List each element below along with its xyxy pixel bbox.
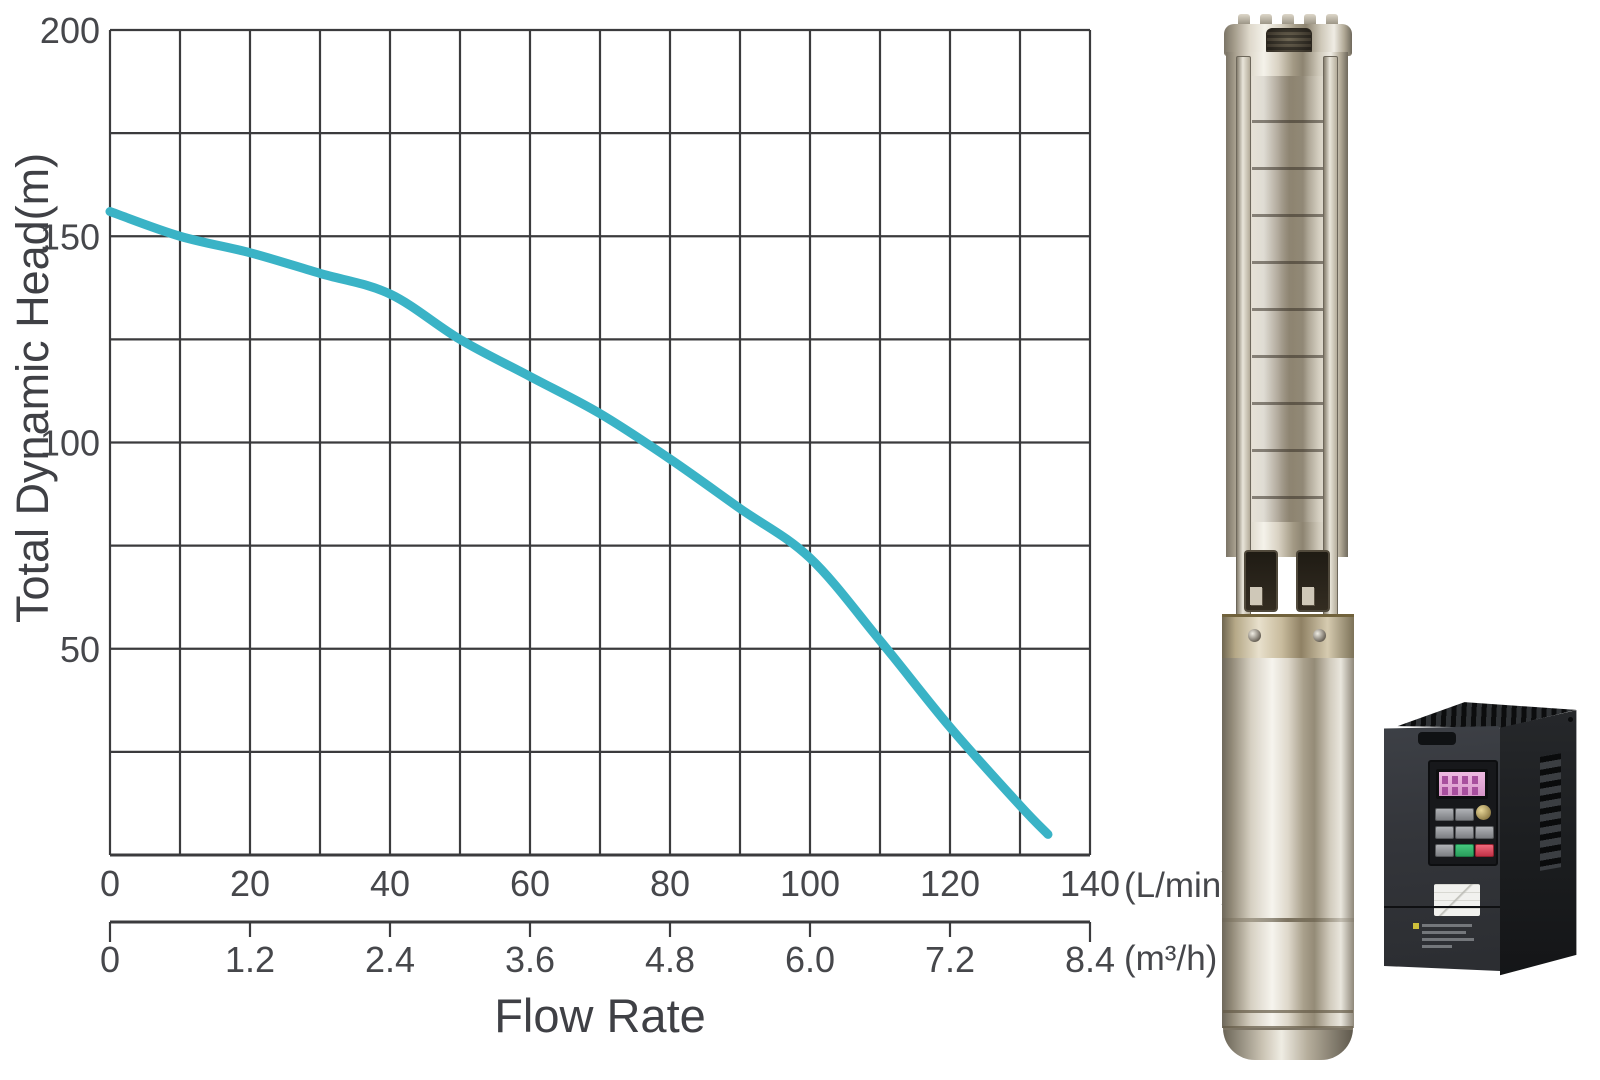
pump-base-ring <box>1223 1026 1353 1029</box>
submersible-pump-photo <box>1222 14 1354 1060</box>
pump-motor-body <box>1222 658 1354 1028</box>
x-axis-title: Flow Rate <box>494 989 706 1042</box>
svg-text:7.2: 7.2 <box>925 939 975 980</box>
y-axis-title: Total Dynamic Head(m) <box>7 152 58 624</box>
pump-intake-window-left <box>1244 550 1278 612</box>
pump-base-ring <box>1223 1010 1353 1013</box>
vfd-controller-photo <box>1380 698 1592 990</box>
vfd-run-button <box>1455 844 1474 857</box>
pump-base-cap <box>1223 1028 1353 1060</box>
svg-text:80: 80 <box>650 863 690 904</box>
svg-text:6.0: 6.0 <box>785 939 835 980</box>
svg-text:1.2: 1.2 <box>225 939 275 980</box>
pump-cable-guard-right <box>1323 56 1338 618</box>
vfd-key-button <box>1475 826 1494 839</box>
svg-text:4.8: 4.8 <box>645 939 695 980</box>
vfd-text-line <box>1413 923 1472 929</box>
vfd-knob <box>1476 805 1491 820</box>
vfd-keypad-panel <box>1428 760 1498 866</box>
svg-text:0: 0 <box>100 863 120 904</box>
vfd-text-line <box>1422 945 1452 948</box>
svg-text:3.6: 3.6 <box>505 939 555 980</box>
pump-performance-chart: 50 100 150 200 0 20 40 60 80 100 120 140 0 1.2 2.4 3.6 4… <box>40 10 1120 980</box>
svg-text:0: 0 <box>100 939 120 980</box>
svg-text:150: 150 <box>40 216 100 257</box>
vfd-front-seam <box>1384 906 1500 908</box>
vfd-key-button <box>1435 826 1454 839</box>
vfd-warning-text-block <box>1413 923 1480 964</box>
x-axis-unit-lmin: (L/min) <box>1124 866 1233 905</box>
vfd-key-button <box>1435 808 1454 821</box>
svg-text:8.4: 8.4 <box>1065 939 1115 980</box>
vfd-key-button <box>1435 844 1454 857</box>
pump-coupling-bolt <box>1248 629 1261 642</box>
svg-text:200: 200 <box>40 10 100 51</box>
vfd-side-panel <box>1500 710 1577 976</box>
vfd-front-panel <box>1384 726 1500 971</box>
svg-text:40: 40 <box>370 863 410 904</box>
vfd-key-button <box>1455 808 1474 821</box>
pump-motor-seam <box>1222 918 1354 922</box>
x-axis-unit-m3h: (m³/h) <box>1124 939 1218 978</box>
svg-text:60: 60 <box>510 863 550 904</box>
vfd-text-line <box>1422 938 1474 941</box>
pump-intake-window-right <box>1296 550 1330 612</box>
svg-text:140: 140 <box>1060 863 1120 904</box>
vfd-handle-notch <box>1418 732 1456 745</box>
vfd-lcd-display <box>1436 769 1488 799</box>
pump-cable-guard-left <box>1236 56 1251 618</box>
svg-text:120: 120 <box>920 863 980 904</box>
vfd-screw <box>1568 716 1574 722</box>
vfd-stop-button <box>1475 844 1494 857</box>
vfd-key-button <box>1455 826 1474 839</box>
svg-text:100: 100 <box>40 423 100 464</box>
pump-coupling-band <box>1222 614 1354 661</box>
vfd-warning-icon <box>1413 923 1419 929</box>
vfd-text-line <box>1422 931 1466 934</box>
svg-text:50: 50 <box>60 629 100 670</box>
svg-text:2.4: 2.4 <box>365 939 415 980</box>
svg-text:20: 20 <box>230 863 270 904</box>
pump-coupling-bolt <box>1313 629 1326 642</box>
vfd-wiring-label <box>1434 884 1480 916</box>
vfd-lcd-screen <box>1439 772 1485 796</box>
svg-text:100: 100 <box>780 863 840 904</box>
pump-impeller-stack <box>1252 76 1324 522</box>
vfd-side-vents <box>1539 753 1561 872</box>
